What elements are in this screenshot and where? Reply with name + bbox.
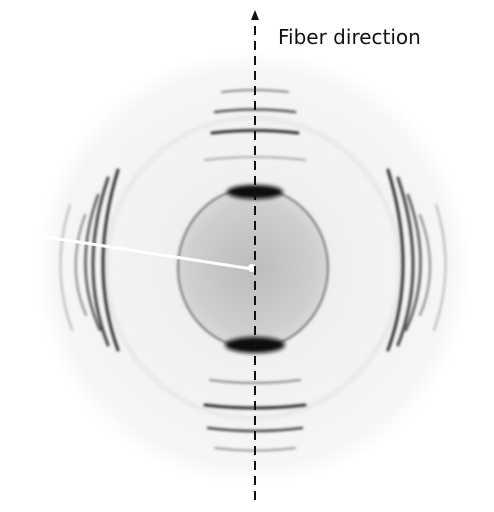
diffraction-figure: Fiber direction [0,0,494,512]
annotation-label: Fiber direction [278,25,421,49]
arrow-head [251,10,259,20]
page: Fiber direction (() => { const data = JS… [0,0,494,512]
